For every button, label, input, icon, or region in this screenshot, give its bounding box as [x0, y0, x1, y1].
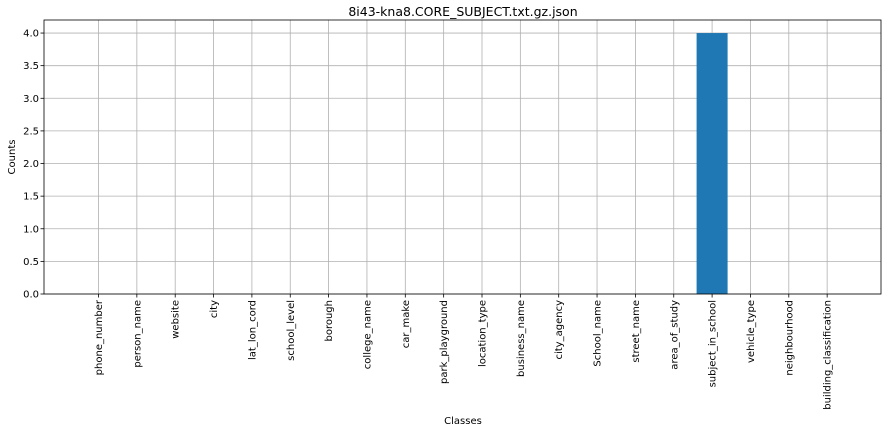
y-tick-label: 1.5 — [23, 192, 39, 203]
x-tick-label: park_playground — [439, 300, 450, 384]
y-tick-label: 1.0 — [23, 224, 39, 235]
y-tick-label: 3.0 — [23, 94, 39, 105]
x-tick-label: phone_number — [94, 299, 105, 375]
x-tick-label: city — [209, 300, 220, 318]
x-tick-label: borough — [324, 300, 335, 342]
bars — [696, 33, 728, 295]
x-tick-label: website — [171, 300, 182, 339]
y-tick-label: 0.0 — [23, 290, 39, 301]
x-tick-label: neighbourhood — [784, 300, 795, 376]
x-axis-ticks: phone_number person_name website city lat_lo… — [94, 294, 834, 410]
x-tick-label: subject_in_school — [708, 300, 719, 387]
y-tick-label: 2.0 — [23, 159, 39, 170]
y-tick-label: 0.5 — [23, 257, 39, 268]
x-tick-label: college_name — [362, 300, 373, 369]
bar-subject-in-school — [696, 33, 728, 295]
x-tick-label: area_of_study — [669, 300, 680, 370]
chart-title: 8i43-kna8.CORE_SUBJECT.txt.gz.json — [348, 4, 577, 19]
x-tick-label: location_type — [478, 300, 489, 367]
x-tick-label: school_level — [286, 300, 297, 361]
x-tick-label: School_name — [593, 300, 604, 367]
x-tick-label: lat_lon_cord — [247, 300, 258, 360]
plot-frame — [43, 19, 882, 295]
y-tick-label: 2.5 — [23, 126, 39, 137]
y-tick-label: 4.0 — [23, 29, 39, 40]
x-tick-label: person_name — [132, 300, 143, 368]
y-axis-label: Counts — [7, 140, 18, 175]
x-tick-label: city_agency — [554, 300, 565, 360]
y-axis-ticks: 0.0 0.5 1.0 1.5 2.0 2.5 3.0 3.5 4.0 — [23, 29, 44, 301]
x-tick-label: vehicle_type — [746, 300, 757, 363]
x-tick-label: business_name — [516, 300, 527, 377]
x-axis-label: Classes — [444, 416, 482, 427]
x-tick-label: car_make — [401, 300, 412, 348]
x-tick-label: building_classification — [823, 300, 834, 410]
grid-lines — [44, 20, 881, 295]
y-tick-label: 3.5 — [23, 61, 39, 72]
x-tick-label: street_name — [631, 300, 642, 363]
